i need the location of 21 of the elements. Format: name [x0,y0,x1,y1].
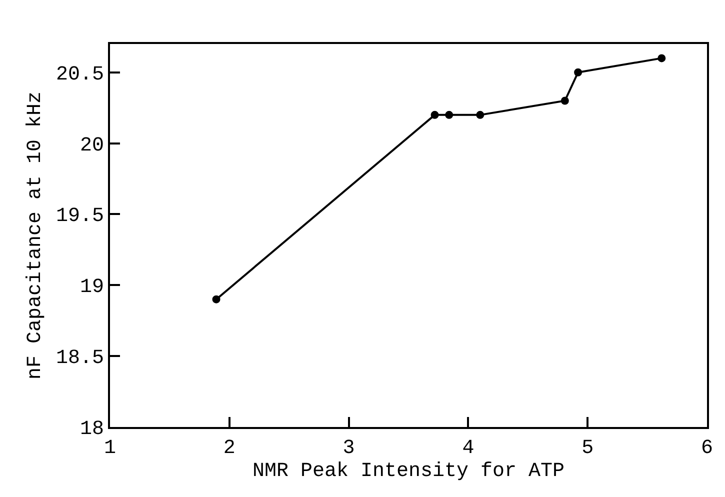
point [574,68,582,76]
y-tick-label: 18.5 [56,347,104,370]
point [212,295,220,304]
x-tick-label: 1 [104,437,116,460]
y-tick-label: 18 [80,418,104,441]
y-axis-title: nF Capacitance at 10 kHz [24,91,47,380]
y-tick-label: 19.5 [56,205,104,228]
point [476,110,484,119]
point [430,110,439,119]
x-tick-label: 6 [700,437,714,460]
y-tick-label: 20 [80,134,104,158]
y-tick-label: 20.5 [56,63,104,86]
x-tick-label: 3 [342,437,355,460]
y-tick-label: 19 [80,276,104,300]
x-tick-label: 2 [223,437,236,460]
point [560,96,569,105]
x-tick-label: 5 [582,437,594,460]
x-axis-title: NMR Peak Intensity for ATP [252,460,565,483]
x-tick-label: 4 [462,437,474,460]
point [658,54,666,62]
point [445,110,454,119]
